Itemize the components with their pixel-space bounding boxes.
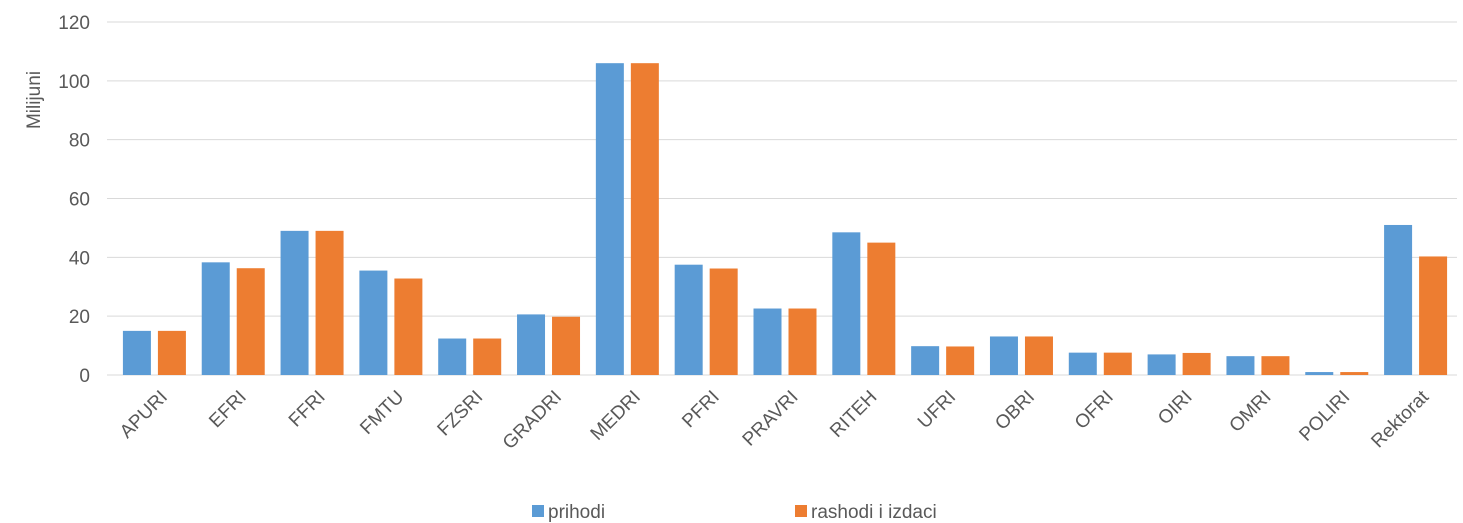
x-tick-label: EFRI	[205, 387, 250, 432]
bar-prihodi-oiri	[1147, 354, 1176, 375]
y-tick-label: 60	[69, 190, 90, 211]
bar-rashodi-obri	[1024, 336, 1053, 375]
x-tick-label: FMTU	[356, 387, 408, 439]
bar-rashodi-ffri	[315, 230, 344, 375]
x-tick-label: FZSRI	[434, 387, 488, 441]
bars	[122, 63, 1448, 375]
bar-rashodi-ofri	[1103, 352, 1132, 375]
bar-prihodi-apuri	[122, 330, 151, 375]
bar-prihodi-medri	[595, 63, 624, 375]
bar-rashodi-poliri	[1340, 372, 1369, 375]
bar-rashodi-pfri	[709, 268, 738, 375]
bar-prihodi-riteh	[832, 232, 861, 375]
bar-prihodi-efri	[201, 262, 230, 375]
bar-prihodi-gradri	[517, 314, 546, 375]
x-tick-label: OIRI	[1154, 387, 1196, 429]
x-tick-label: RITEH	[826, 387, 881, 442]
bar-prihodi-ufri	[911, 346, 940, 375]
legend-label-1: rashodi i izdaci	[811, 502, 937, 523]
bar-rashodi-rektorat	[1419, 256, 1448, 375]
y-tick-label: 80	[69, 131, 90, 152]
y-tick-label: 0	[79, 366, 90, 387]
bar-rashodi-medri	[630, 63, 659, 375]
bar-rashodi-gradri	[552, 316, 581, 375]
legend-swatch-0	[532, 505, 544, 517]
x-tick-label: POLIRI	[1295, 387, 1354, 446]
y-tick-label: 120	[58, 13, 90, 34]
bar-rashodi-oiri	[1182, 352, 1211, 375]
x-tick-label: APURI	[116, 387, 172, 443]
bar-prihodi-rektorat	[1384, 224, 1413, 375]
legend: prihodi rashodi i izdaci	[532, 502, 937, 523]
bar-rashodi-pravri	[788, 308, 817, 375]
x-tick-label: FFRI	[285, 387, 330, 432]
bar-prihodi-poliri	[1305, 372, 1334, 375]
x-tick-label: GRADRI	[499, 387, 566, 454]
bar-prihodi-omri	[1226, 356, 1255, 375]
y-tick-label: 40	[69, 248, 90, 269]
bar-rashodi-apuri	[157, 330, 186, 375]
y-tick-label: 100	[58, 72, 90, 93]
y-axis-title: Milijuni	[24, 71, 45, 129]
y-axis-ticks: 0 20 40 60 80 100 120	[58, 13, 90, 387]
bar-rashodi-riteh	[867, 242, 896, 375]
x-tick-label: PRAVRI	[739, 387, 803, 451]
bar-prihodi-ofri	[1068, 352, 1097, 375]
bar-prihodi-pfri	[674, 264, 703, 375]
bar-rashodi-omri	[1261, 356, 1290, 375]
x-tick-label: OMRI	[1226, 387, 1276, 437]
x-tick-label: OBRI	[991, 387, 1039, 435]
x-tick-label: MEDRI	[587, 387, 645, 445]
x-axis-ticks: APURI EFRI FFRI FMTU FZSRI GRADRI MEDRI PFRI PRA…	[116, 386, 1434, 454]
bar-rashodi-ufri	[946, 346, 975, 375]
legend-label-0: prihodi	[548, 502, 605, 523]
gridlines	[107, 21, 1457, 376]
bar-rashodi-fzsri	[473, 338, 502, 375]
bar-prihodi-ffri	[280, 230, 309, 375]
bar-prihodi-fmtu	[359, 270, 388, 375]
bar-rashodi-efri	[236, 268, 265, 375]
y-tick-label: 20	[69, 307, 90, 328]
x-tick-label: PFRI	[678, 387, 723, 432]
x-tick-label: UFRI	[914, 387, 960, 433]
bar-rashodi-fmtu	[394, 278, 423, 375]
x-tick-label: Rektorat	[1367, 386, 1433, 452]
bar-prihodi-fzsri	[438, 338, 467, 375]
bar-prihodi-obri	[989, 336, 1018, 375]
x-tick-label: OFRI	[1071, 387, 1118, 434]
legend-swatch-1	[795, 505, 807, 517]
bar-prihodi-pravri	[753, 308, 782, 375]
